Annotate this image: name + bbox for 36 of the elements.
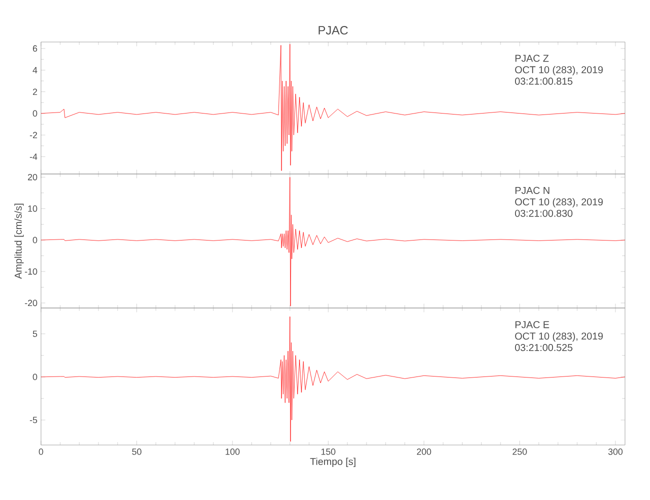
- annotation: PJAC E: [515, 321, 550, 328]
- y-tick-label: -2: [30, 132, 38, 138]
- y-tick-label: 10: [28, 205, 38, 212]
- x-axis-title: Tiempo [s]: [310, 458, 356, 467]
- x-tick-label: 200: [416, 448, 432, 455]
- x-tick-label: 150: [321, 448, 336, 455]
- y-tick-label: -20: [24, 300, 38, 306]
- x-tick-label: 0: [38, 448, 44, 455]
- y-tick-label: -5: [30, 416, 38, 424]
- y-tick-label: 0: [32, 374, 38, 380]
- annotation: 03:21:00.830: [515, 210, 572, 217]
- annotation: OCT 10 (283), 2019: [515, 198, 603, 208]
- line-series: [41, 176, 626, 306]
- annotation: PJAC Z: [515, 54, 549, 62]
- x-tick-label: 250: [512, 448, 527, 455]
- y-tick-label: 0: [32, 236, 38, 244]
- annotation: 03:21:00.815: [515, 78, 572, 85]
- y-tick-label: -10: [24, 268, 38, 275]
- line-series: [41, 44, 626, 171]
- y-axis-title: Amplitud [cm/s/s]: [14, 204, 24, 279]
- y-tick-label: 6: [32, 45, 38, 52]
- y-tick-label: 2: [32, 88, 38, 95]
- y-tick-label: 20: [28, 174, 38, 180]
- annotation: 03:21:00.525: [515, 344, 572, 352]
- annotation: PJAC N: [515, 186, 550, 194]
- x-tick-label: 50: [132, 448, 142, 455]
- y-tick-label: -4: [30, 154, 38, 160]
- x-tick-label: 100: [226, 448, 240, 455]
- x-tick-label: 300: [608, 448, 623, 455]
- annotation: OCT 10 (283), 2019: [515, 66, 603, 76]
- annotation: OCT 10 (283), 2019: [515, 332, 603, 342]
- y-tick-label: 4: [32, 67, 38, 74]
- chart-title: PJAC: [318, 26, 348, 34]
- y-tick-label: 0: [32, 110, 38, 117]
- line-series: [41, 316, 626, 442]
- y-tick-label: 5: [32, 330, 38, 337]
